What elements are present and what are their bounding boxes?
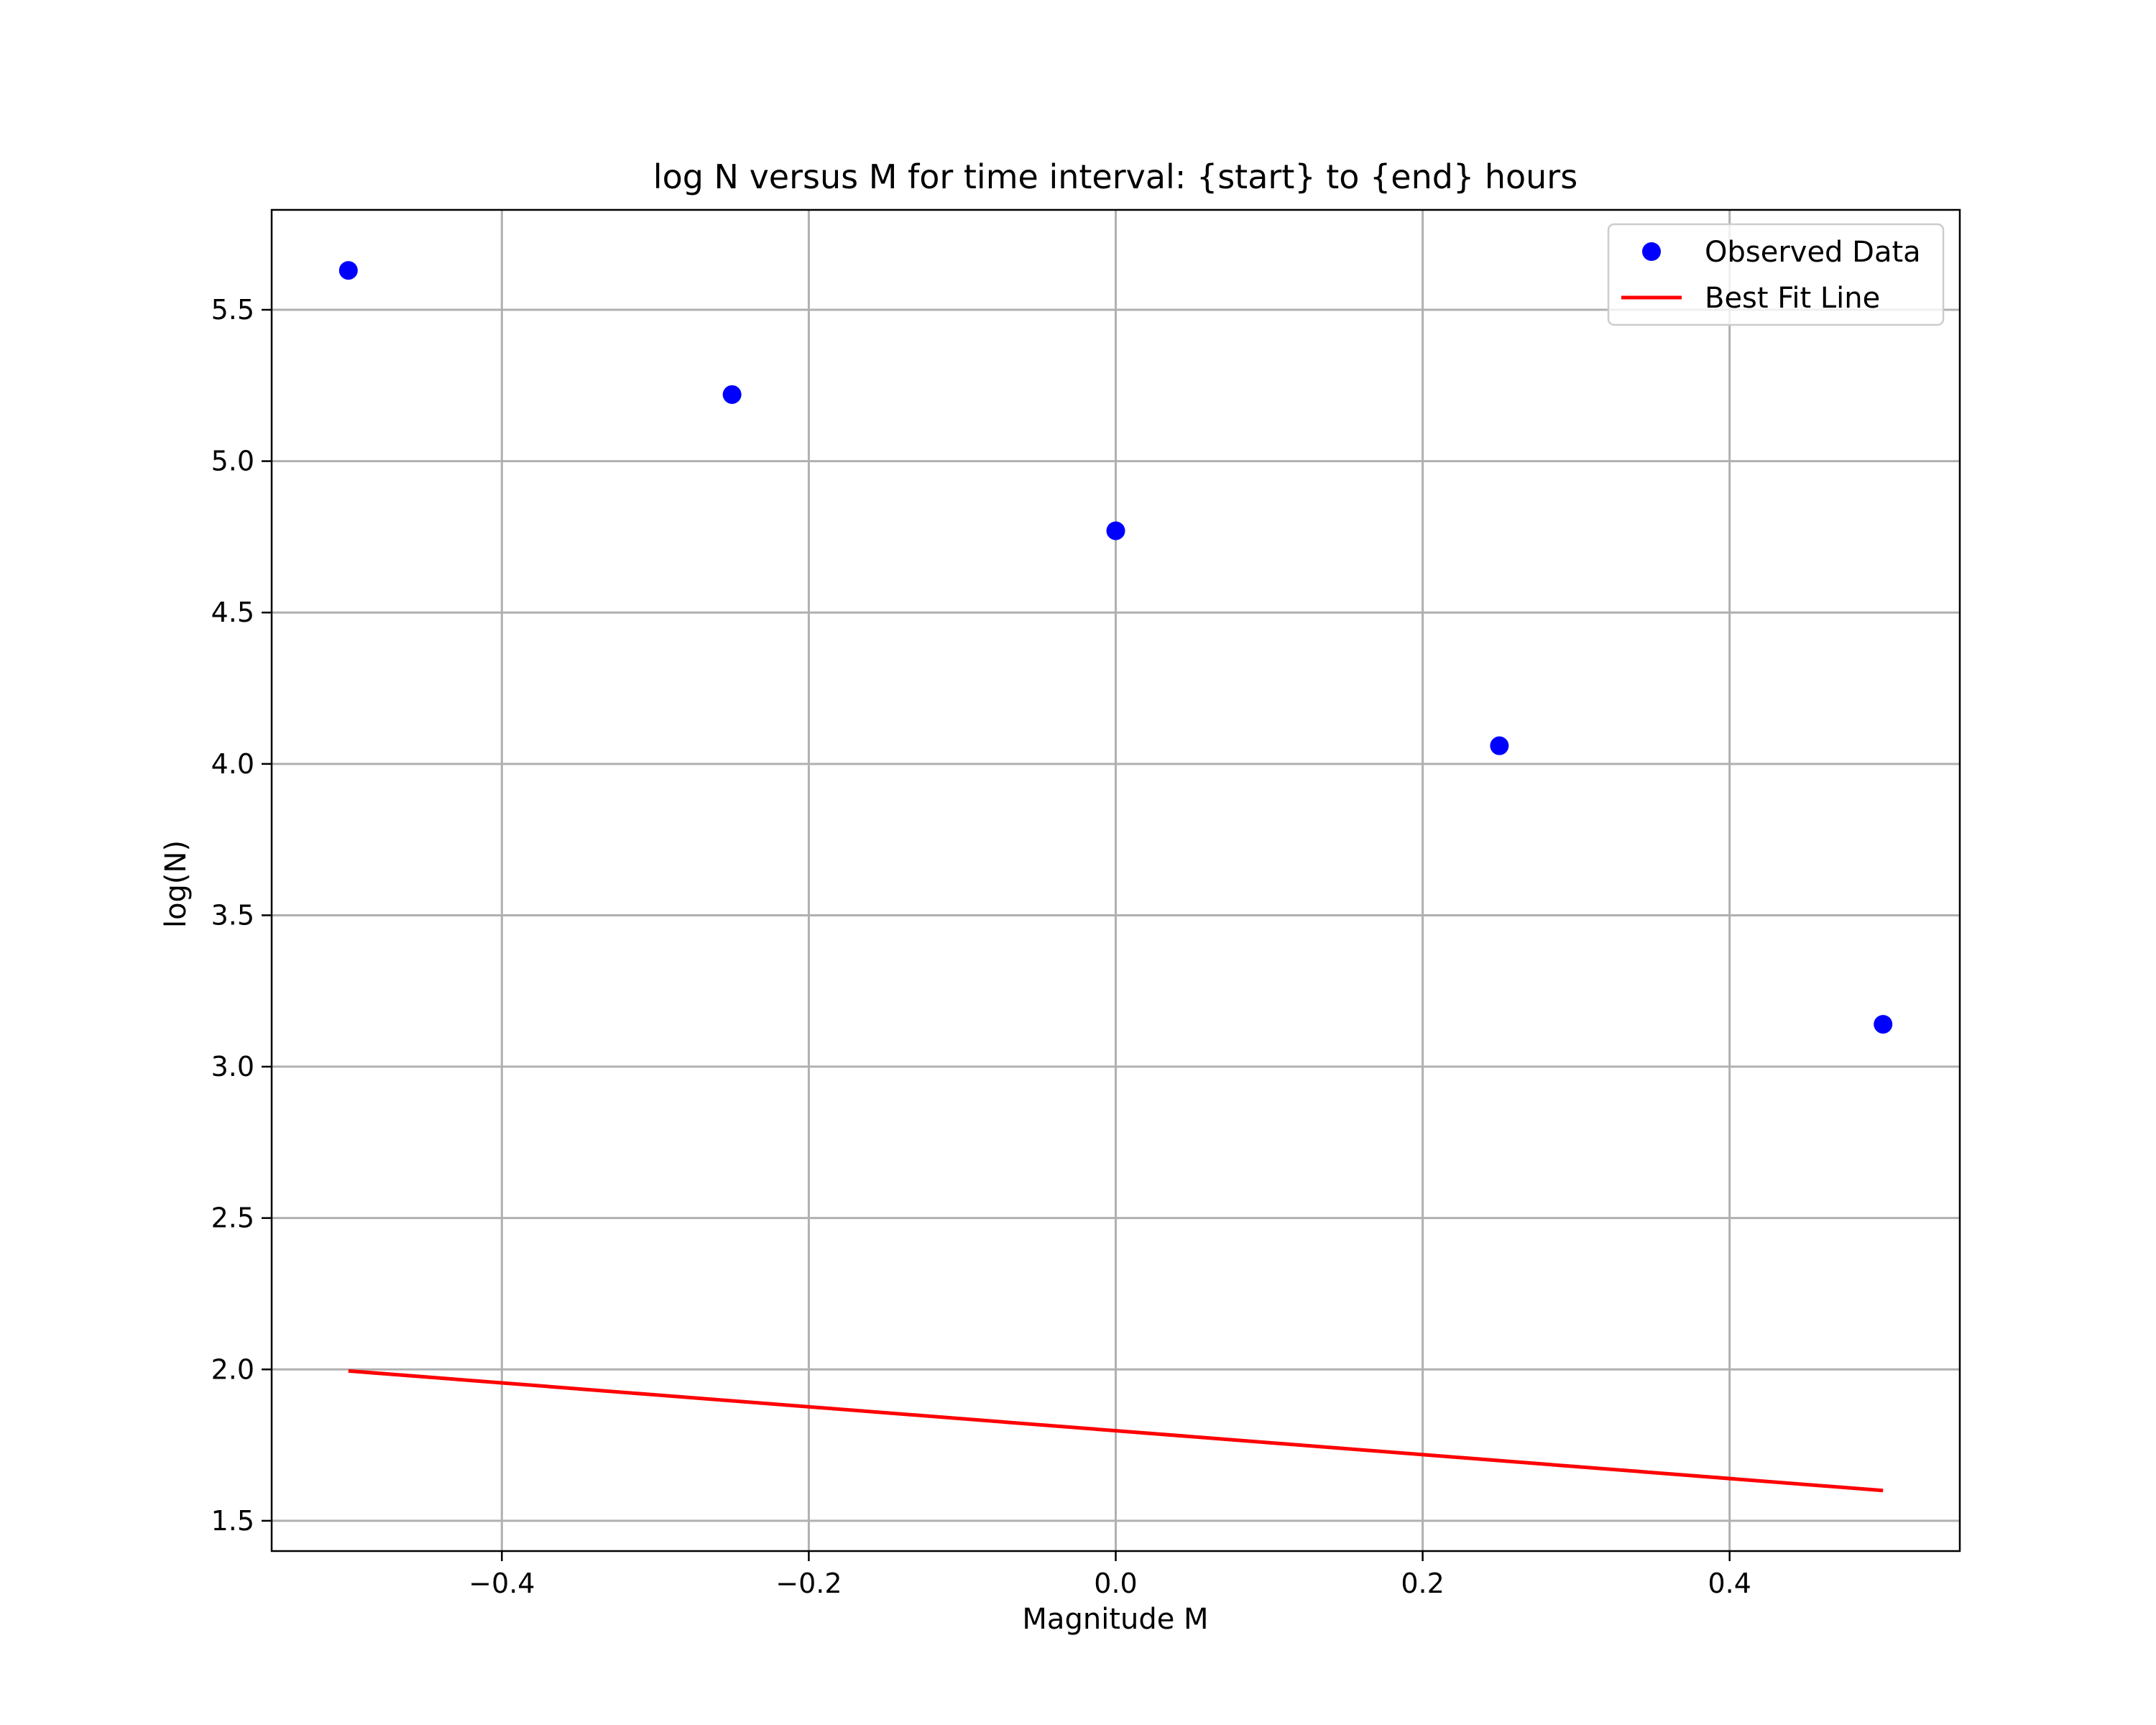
legend-label: Best Fit Line — [1705, 282, 1880, 315]
best-fit-line-layer — [348, 1368, 1884, 1493]
y-tick-label: 3.0 — [211, 1051, 254, 1082]
legend-box — [1607, 223, 1945, 326]
x-tick-label: 0.4 — [1708, 1568, 1751, 1599]
observed-data-point — [1106, 521, 1125, 540]
chart-title: log N versus M for time interval: {start… — [653, 157, 1577, 196]
y-tick-label: 2.0 — [211, 1353, 254, 1385]
legend-label: Observed Data — [1705, 236, 1921, 269]
x-tick-label: 0.0 — [1094, 1568, 1137, 1599]
y-tick-label: 5.5 — [211, 294, 254, 326]
observed-data-point — [1874, 1015, 1893, 1034]
x-tick-label: 0.2 — [1401, 1568, 1444, 1599]
x-tick-label: −0.2 — [775, 1568, 842, 1599]
y-tick-label: 4.0 — [211, 748, 254, 780]
x-axis-title: Magnitude M — [1022, 1603, 1208, 1636]
best-fit-line — [348, 1368, 1884, 1493]
y-axis-ticks: 1.5 2.0 2.5 3.0 3.5 4.0 4.5 5.0 5.5 — [211, 294, 272, 1537]
grid — [272, 210, 1960, 1551]
observed-data-point — [1490, 736, 1509, 755]
y-tick-label: 5.0 — [211, 446, 254, 477]
y-axis-title: log(N) — [160, 840, 193, 928]
y-tick-label: 1.5 — [211, 1505, 254, 1537]
y-tick-label: 3.5 — [211, 899, 254, 931]
y-tick-label: 4.5 — [211, 597, 254, 628]
x-axis-ticks: −0.4 −0.2 0.0 0.2 0.4 — [469, 1551, 1751, 1599]
observed-data-point — [338, 261, 358, 280]
legend-marker-swatch — [1642, 242, 1661, 261]
legend: Observed Data Best Fit Line — [1607, 223, 1945, 326]
y-tick-label: 2.5 — [211, 1202, 254, 1234]
observed-data-point — [722, 385, 742, 404]
x-tick-label: −0.4 — [469, 1568, 535, 1599]
scatter-points-layer — [338, 261, 1893, 1034]
